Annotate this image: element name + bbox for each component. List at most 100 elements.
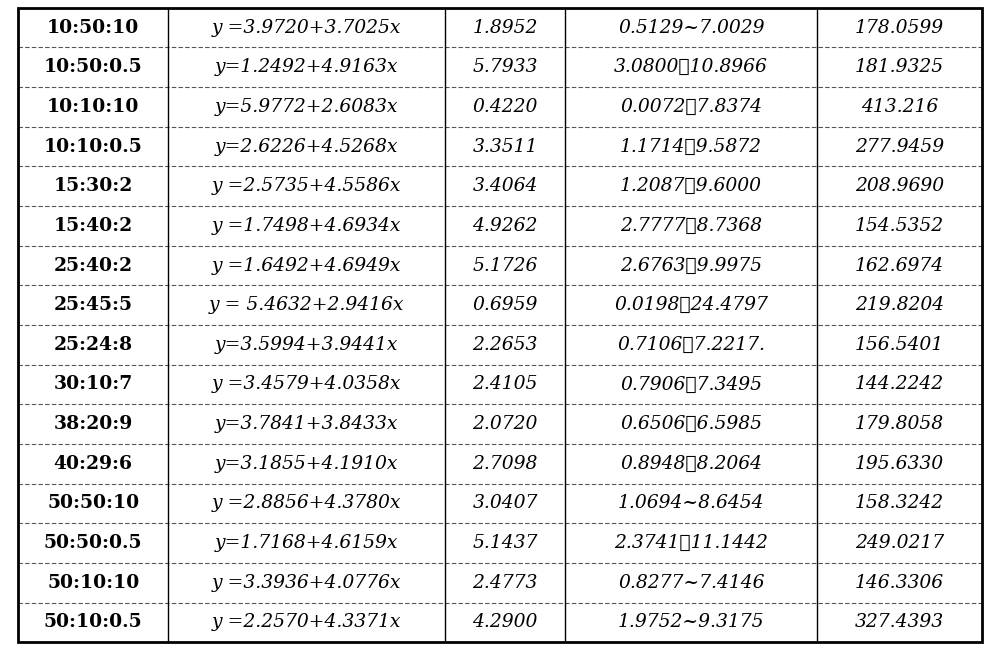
Text: 50:10:0.5: 50:10:0.5 (44, 614, 143, 631)
Bar (565, 484, 817, 523)
Text: 154.5352: 154.5352 (855, 217, 944, 235)
Bar (168, 47, 445, 87)
Text: 413.216: 413.216 (861, 98, 938, 116)
Bar (565, 87, 817, 127)
Bar (18, 8, 168, 47)
Text: 10:50:10: 10:50:10 (47, 19, 139, 36)
Bar (18, 563, 168, 603)
Text: 2.2653: 2.2653 (472, 336, 538, 354)
Text: 30:10:7: 30:10:7 (54, 376, 133, 393)
Text: 50:50:10: 50:50:10 (47, 495, 139, 512)
Bar (18, 127, 168, 166)
Bar (445, 365, 565, 404)
Text: 5.1726: 5.1726 (472, 257, 538, 274)
Bar (817, 87, 982, 127)
Bar (817, 603, 982, 642)
Bar (445, 325, 565, 365)
Bar (18, 47, 168, 87)
Text: 0.7906～7.3495: 0.7906～7.3495 (620, 376, 762, 393)
Bar (445, 166, 565, 206)
Bar (565, 47, 817, 87)
Bar (445, 47, 565, 87)
Bar (445, 206, 565, 246)
Bar (565, 206, 817, 246)
Text: y =3.3936+4.0776x: y =3.3936+4.0776x (212, 574, 402, 592)
Text: y =2.2570+4.3371x: y =2.2570+4.3371x (212, 614, 402, 631)
Text: 277.9459: 277.9459 (855, 138, 944, 155)
Text: 1.1714～9.5872: 1.1714～9.5872 (620, 138, 762, 155)
Text: 2.7777～8.7368: 2.7777～8.7368 (620, 217, 762, 235)
Text: 1.0694~8.6454: 1.0694~8.6454 (618, 495, 764, 512)
Text: 0.8948～8.2064: 0.8948～8.2064 (620, 455, 762, 473)
Text: 4.2900: 4.2900 (472, 614, 538, 631)
Text: 208.9690: 208.9690 (855, 177, 944, 195)
Bar (565, 563, 817, 603)
Text: y=3.1855+4.1910x: y=3.1855+4.1910x (215, 455, 399, 473)
Text: 10:10:0.5: 10:10:0.5 (44, 138, 143, 155)
Bar (445, 246, 565, 285)
Text: 10:50:0.5: 10:50:0.5 (44, 58, 143, 76)
Bar (168, 404, 445, 444)
Text: y =1.7498+4.6934x: y =1.7498+4.6934x (212, 217, 402, 235)
Bar (817, 47, 982, 87)
Text: 0.0072～7.8374: 0.0072～7.8374 (620, 98, 762, 116)
Text: 1.2087～9.6000: 1.2087～9.6000 (620, 177, 762, 195)
Text: y =2.8856+4.3780x: y =2.8856+4.3780x (212, 495, 402, 512)
Bar (18, 444, 168, 484)
Text: 40:29:6: 40:29:6 (54, 455, 133, 473)
Bar (445, 444, 565, 484)
Bar (168, 285, 445, 325)
Bar (18, 603, 168, 642)
Bar (445, 127, 565, 166)
Text: 219.8204: 219.8204 (855, 296, 944, 314)
Bar (168, 365, 445, 404)
Text: 249.0217: 249.0217 (855, 534, 944, 552)
Bar (565, 166, 817, 206)
Text: 4.9262: 4.9262 (472, 217, 538, 235)
Text: y =3.9720+3.7025x: y =3.9720+3.7025x (212, 19, 402, 36)
Text: 50:10:10: 50:10:10 (47, 574, 139, 592)
Text: 15:30:2: 15:30:2 (54, 177, 133, 195)
Bar (445, 523, 565, 563)
Text: y =1.6492+4.6949x: y =1.6492+4.6949x (212, 257, 402, 274)
Bar (168, 523, 445, 563)
Text: y=1.7168+4.6159x: y=1.7168+4.6159x (215, 534, 399, 552)
Bar (168, 166, 445, 206)
Bar (168, 444, 445, 484)
Text: y=1.2492+4.9163x: y=1.2492+4.9163x (215, 58, 399, 76)
Text: 0.6506～6.5985: 0.6506～6.5985 (620, 415, 762, 433)
Bar (817, 325, 982, 365)
Text: 327.4393: 327.4393 (855, 614, 944, 631)
Bar (817, 285, 982, 325)
Bar (18, 523, 168, 563)
Bar (445, 8, 565, 47)
Text: 1.9752~9.3175: 1.9752~9.3175 (618, 614, 764, 631)
Bar (817, 8, 982, 47)
Text: 25:24:8: 25:24:8 (54, 336, 133, 354)
Bar (445, 484, 565, 523)
Text: 3.0407: 3.0407 (472, 495, 538, 512)
Bar (565, 603, 817, 642)
Bar (565, 8, 817, 47)
Bar (817, 404, 982, 444)
Bar (18, 246, 168, 285)
Bar (817, 563, 982, 603)
Text: 178.0599: 178.0599 (855, 19, 944, 36)
Text: 1.8952: 1.8952 (472, 19, 538, 36)
Text: 2.4105: 2.4105 (472, 376, 538, 393)
Bar (445, 404, 565, 444)
Text: y=2.6226+4.5268x: y=2.6226+4.5268x (215, 138, 399, 155)
Text: 181.9325: 181.9325 (855, 58, 944, 76)
Bar (445, 603, 565, 642)
Text: 2.7098: 2.7098 (472, 455, 538, 473)
Text: 144.2242: 144.2242 (855, 376, 944, 393)
Text: 2.0720: 2.0720 (472, 415, 538, 433)
Bar (18, 325, 168, 365)
Bar (565, 246, 817, 285)
Bar (18, 365, 168, 404)
Bar (445, 563, 565, 603)
Text: 2.6763～9.9975: 2.6763～9.9975 (620, 257, 762, 274)
Bar (168, 127, 445, 166)
Text: 162.6974: 162.6974 (855, 257, 944, 274)
Text: 25:40:2: 25:40:2 (54, 257, 133, 274)
